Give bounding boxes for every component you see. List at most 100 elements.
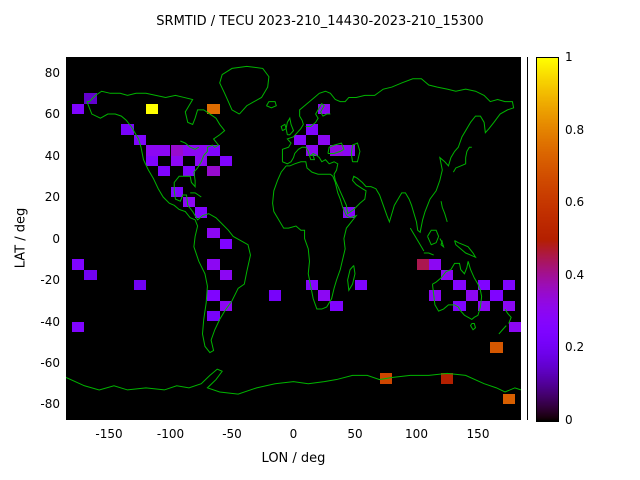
heatmap-cell xyxy=(428,290,442,301)
americas-coastline xyxy=(87,91,251,352)
heatmap-cell xyxy=(219,300,232,312)
x-tick-label: -150 xyxy=(95,427,123,441)
colorbar xyxy=(536,57,559,422)
heatmap-cell xyxy=(502,300,515,312)
heatmap-cell xyxy=(170,145,183,156)
colorbar-tick-label: 0.6 xyxy=(565,195,585,210)
caspian-coastline xyxy=(351,143,360,162)
heatmap-cell xyxy=(133,134,146,146)
heatmap-cell xyxy=(207,228,220,239)
heatmap-cell xyxy=(478,300,491,312)
antarctica-coastline xyxy=(66,369,521,394)
madagascar-coastline xyxy=(348,265,355,290)
heatmap-cell xyxy=(502,394,515,405)
heatmap-cell xyxy=(207,259,220,270)
java-coastline xyxy=(424,253,434,255)
heatmap-cell xyxy=(207,165,220,177)
heatmap-cell xyxy=(416,259,429,270)
heatmap-cell xyxy=(145,155,159,166)
heatmap-cell xyxy=(293,134,306,146)
heatmap-cell xyxy=(170,155,183,166)
heatmap-cell xyxy=(195,207,208,218)
y-tick-label: -80 xyxy=(40,397,60,412)
heatmap-cell xyxy=(305,280,319,291)
y-tick-label: -20 xyxy=(40,273,60,287)
heatmap-cell xyxy=(268,290,282,301)
colorbar-tick-label: 0.8 xyxy=(565,122,585,137)
colorbar-tick-label: 0 xyxy=(565,413,573,427)
y-tick-label: -60 xyxy=(40,356,60,370)
japan-coastline xyxy=(453,147,471,172)
x-tick-label: -100 xyxy=(156,427,185,441)
heatmap-cell xyxy=(219,238,232,249)
heatmap-cell xyxy=(342,145,355,156)
heatmap-cell xyxy=(145,145,159,156)
y-tick-label: -40 xyxy=(40,314,60,329)
heatmap-cell xyxy=(453,300,466,312)
heatmap-cell xyxy=(182,165,196,177)
heatmap-cell xyxy=(502,280,515,291)
heatmap-cell xyxy=(72,321,85,332)
chart-title: SRMTID / TECU 2023-210_14430-2023-210_15… xyxy=(156,14,484,29)
new_guinea-coastline xyxy=(455,241,476,258)
y-tick-label: 0 xyxy=(52,231,60,246)
heatmap-cell xyxy=(508,321,521,332)
heatmap-cell xyxy=(441,269,454,280)
heatmap-cell xyxy=(478,280,491,291)
philippines-coastline xyxy=(441,201,447,222)
cuba-coastline xyxy=(190,193,201,197)
x-tick-label: 150 xyxy=(466,427,490,441)
heatmap-cell xyxy=(465,290,478,301)
heatmap-cell xyxy=(490,342,503,353)
black_sea-coastline xyxy=(328,143,344,153)
y-tick-label: 80 xyxy=(44,65,60,80)
x-tick-label: 50 xyxy=(347,427,363,441)
x-tick-label: 0 xyxy=(289,427,298,441)
heatmap-cell xyxy=(207,145,220,156)
heatmap-cell xyxy=(441,373,454,384)
y-tick-label: 20 xyxy=(44,190,60,204)
sumatra-coastline xyxy=(410,228,424,251)
heatmap-cell xyxy=(330,300,343,312)
ireland-coastline xyxy=(281,124,286,130)
iceland-coastline xyxy=(266,102,276,108)
heatmap-cell xyxy=(490,290,503,301)
heatmap-cell xyxy=(84,93,97,104)
heatmap-cell xyxy=(207,290,220,301)
heatmap-cell xyxy=(133,280,146,291)
heatmap-cell xyxy=(330,145,343,156)
nz_north-coastline xyxy=(505,309,511,324)
coastlines-layer xyxy=(66,57,521,420)
nz_south-coastline xyxy=(499,326,506,334)
heatmap-cell xyxy=(158,165,171,177)
colorbar-tick-label: 1 xyxy=(565,50,573,64)
heatmap-cell xyxy=(219,269,232,280)
colorbar-gradient xyxy=(537,58,558,421)
borneo-coastline xyxy=(428,230,439,245)
heatmap-cell xyxy=(158,145,171,156)
heatmap-cell xyxy=(182,145,196,156)
heatmap-cell xyxy=(195,145,208,156)
heatmap-cell xyxy=(318,134,331,146)
uk-coastline xyxy=(286,118,293,135)
heatmap-cell xyxy=(428,259,442,270)
x-tick-label: -50 xyxy=(222,427,242,441)
x-axis-label: LON / deg xyxy=(261,451,326,466)
eurasia-coastline xyxy=(282,79,513,232)
heatmap-cell xyxy=(72,103,85,115)
sulawesi-coastline xyxy=(440,239,444,247)
great_lakes-coastline xyxy=(180,141,198,149)
heatmap-cell xyxy=(182,197,196,208)
heatmap-cell xyxy=(305,145,319,156)
heatmap-cell xyxy=(72,259,85,270)
heatmap-cell xyxy=(207,103,220,115)
heatmap-cell xyxy=(453,280,466,291)
heatmap-cell xyxy=(145,103,159,115)
heatmap-cell xyxy=(121,124,134,135)
heatmap-cell xyxy=(219,155,232,166)
y-tick-label: 40 xyxy=(44,148,60,163)
plot-right-border-line xyxy=(527,57,528,420)
heatmap-cell xyxy=(84,269,97,280)
map-plot-area xyxy=(66,57,521,420)
